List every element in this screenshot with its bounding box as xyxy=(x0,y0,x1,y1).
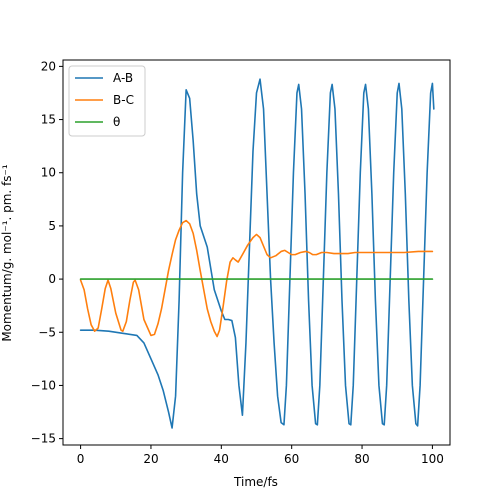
x-axis-label: Time/fs xyxy=(233,475,278,489)
x-tick-label: 60 xyxy=(284,452,299,466)
series-line-1 xyxy=(79,219,434,338)
legend: A-B B-C θ xyxy=(68,65,146,137)
legend-box xyxy=(68,65,146,137)
y-axis-label: Momentum/g. mol⁻¹. pm. fs⁻¹ xyxy=(0,164,14,342)
series-layer xyxy=(79,78,435,429)
y-axis-ticks: −15 −10 −5 0 5 10 15 20 xyxy=(31,59,63,446)
x-tick-label: 100 xyxy=(421,452,444,466)
x-axis-ticks: 0 20 40 60 80 100 xyxy=(77,445,444,466)
x-tick-label: 80 xyxy=(354,452,369,466)
y-tick-label: −15 xyxy=(31,432,56,446)
legend-label-0: A-B xyxy=(113,71,133,85)
y-tick-label: 0 xyxy=(48,272,56,286)
y-tick-label: 20 xyxy=(41,59,56,73)
y-tick-label: −10 xyxy=(31,378,56,392)
plot-frame xyxy=(62,59,451,446)
x-tick-label: 40 xyxy=(214,452,229,466)
series-line-0 xyxy=(79,78,435,429)
y-tick-label: 5 xyxy=(48,219,56,233)
legend-label-2: θ xyxy=(113,115,120,129)
y-tick-label: 10 xyxy=(41,166,56,180)
x-tick-label: 20 xyxy=(143,452,158,466)
legend-label-1: B-C xyxy=(113,93,134,107)
y-tick-label: 15 xyxy=(41,113,56,127)
y-tick-label: −5 xyxy=(38,325,56,339)
x-tick-label: 0 xyxy=(77,452,85,466)
